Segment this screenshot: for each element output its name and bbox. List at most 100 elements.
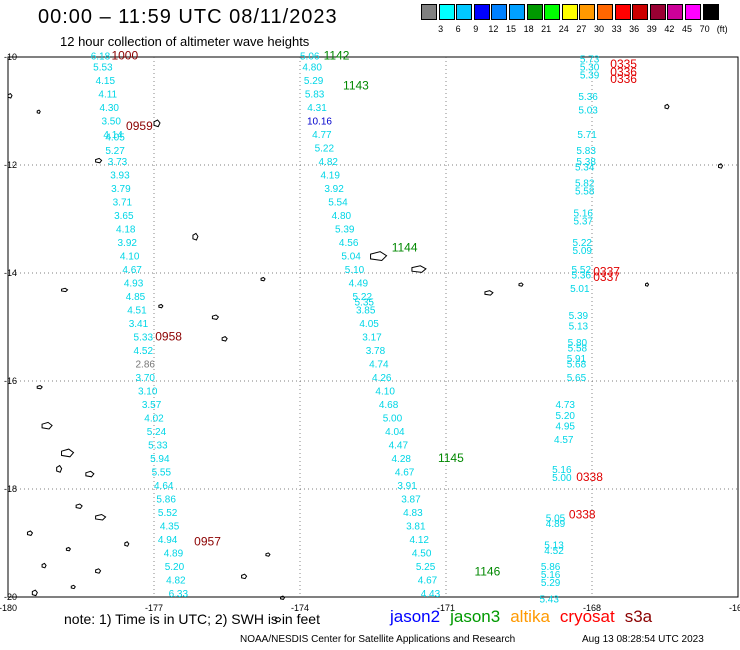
wave-height-label: 5.13 xyxy=(544,540,564,551)
wave-height-label: 4.47 xyxy=(389,441,409,452)
wave-height-label: 4.49 xyxy=(349,279,369,290)
wave-height-label: 4.05 xyxy=(105,133,125,144)
satellite-legend: jason2 jason3 altika cryosat s3a xyxy=(390,607,662,627)
island-outline xyxy=(41,421,53,430)
legend-label: 12 xyxy=(488,24,499,34)
satellite-name: cryosat xyxy=(559,607,615,626)
wave-height-label: 5.83 xyxy=(576,146,596,157)
island-outline xyxy=(664,103,670,110)
island-outline xyxy=(280,595,286,600)
lon-tick-label: -168 xyxy=(583,603,601,613)
wave-height-label: 4.56 xyxy=(339,238,359,249)
wave-height-label: 5.54 xyxy=(328,198,348,209)
legend-swatch xyxy=(667,4,684,20)
wave-height-label: 4.35 xyxy=(160,522,180,533)
wave-height-label: 5.00 xyxy=(383,414,403,425)
legend-label: 9 xyxy=(473,24,479,34)
wave-height-label: 5.52 xyxy=(572,265,592,276)
wave-height-label: 3.85 xyxy=(356,306,376,317)
wave-height-label: 5.22 xyxy=(353,292,373,303)
wave-height-label: 4.15 xyxy=(96,76,116,87)
island-outline xyxy=(275,616,282,623)
wave-height-label: 5.10 xyxy=(345,265,365,276)
legend-swatch xyxy=(456,4,473,20)
lat-tick-label: -12 xyxy=(4,160,17,170)
lat-tick-label: -18 xyxy=(4,484,17,494)
legend-swatch xyxy=(544,4,561,20)
satellite-name: jason3 xyxy=(450,607,501,626)
wave-height-label: 5.33 xyxy=(148,441,168,452)
island-outline xyxy=(192,232,199,241)
island-outline xyxy=(211,314,220,320)
island-outline xyxy=(36,384,43,390)
island-outline xyxy=(158,303,164,309)
wave-height-label: 5.30 xyxy=(580,63,600,74)
wave-height-label: 5.58 xyxy=(568,343,588,354)
island-outline xyxy=(221,336,228,342)
legend-swatch xyxy=(702,4,719,20)
wave-height-label: 4.68 xyxy=(379,400,399,411)
wave-height-label: 5.39 xyxy=(335,225,355,236)
wave-height-label: 5.86 xyxy=(156,495,176,506)
wave-height-label: 4.18 xyxy=(116,225,136,236)
footer-credit: NOAA/NESDIS Center for Satellite Applica… xyxy=(240,634,516,645)
wave-height-label: 4.67 xyxy=(418,576,438,587)
island-outline xyxy=(153,119,161,128)
legend-label: 15 xyxy=(505,24,517,34)
wave-height-label: 4.82 xyxy=(166,576,186,587)
legend-swatch xyxy=(526,4,543,20)
wave-height-label: 4.83 xyxy=(403,508,423,519)
wave-height-label: 3.92 xyxy=(324,184,344,195)
wave-height-label: 5.22 xyxy=(315,144,335,155)
island-outline xyxy=(718,163,724,169)
wave-height-label: 5.73 xyxy=(580,54,600,65)
wave-height-label: 5.65 xyxy=(567,373,587,384)
wave-height-label: 4.73 xyxy=(555,400,575,411)
wave-height-label: 5.01 xyxy=(570,284,590,295)
wave-height-label: 3.93 xyxy=(110,171,130,182)
island-outline xyxy=(124,541,130,547)
wave-height-label: 4.12 xyxy=(409,535,429,546)
pass-time-label: 0958 xyxy=(155,330,182,344)
wave-height-label: 5.16 xyxy=(541,570,561,581)
wave-height-label: 5.16 xyxy=(552,465,572,476)
wave-height-label: 5.16 xyxy=(574,208,594,219)
island-outline xyxy=(95,568,102,574)
wave-height-label: 4.94 xyxy=(158,535,178,546)
legend-label: 33 xyxy=(611,24,622,34)
pass-time-label: 1142 xyxy=(324,49,350,63)
wave-height-label: 5.80 xyxy=(568,338,588,349)
pass-time-label: 1146 xyxy=(474,564,500,578)
footer-timestamp: Aug 13 08:28:54 UTC 2023 xyxy=(582,634,704,645)
wave-height-label: 5.20 xyxy=(555,411,575,422)
wave-height-label: 3.41 xyxy=(129,319,149,330)
legend-label: 45 xyxy=(681,24,693,34)
legend-label: 18 xyxy=(523,24,534,34)
wave-height-label: 5.91 xyxy=(567,354,587,365)
island-outline xyxy=(518,282,524,287)
island-outline xyxy=(7,92,13,99)
legend-swatch xyxy=(579,4,596,20)
wave-height-label: 10.16 xyxy=(307,117,332,128)
map-subtitle: 12 hour collection of altimeter wave hei… xyxy=(60,34,310,49)
island-outline xyxy=(61,448,75,458)
wave-height-label: 6.18 xyxy=(91,52,111,63)
lon-tick-label: -174 xyxy=(291,603,309,613)
map-frame xyxy=(7,56,739,598)
wave-height-label: 4.89 xyxy=(546,519,566,530)
wave-height-label: 5.36 xyxy=(572,270,592,281)
legend-swatch xyxy=(421,4,437,20)
legend-label: 70 xyxy=(699,24,710,34)
wave-height-label: 5.68 xyxy=(567,360,587,371)
wave-height-label: 5.58 xyxy=(575,187,595,198)
wave-height-label: 5.55 xyxy=(152,468,172,479)
wave-height-label: 4.02 xyxy=(144,414,164,425)
wave-height-label: 5.20 xyxy=(165,562,185,573)
wave-height-label: 5.29 xyxy=(541,578,561,589)
lat-tick-label: -20 xyxy=(4,592,17,602)
wave-height-label: 4.67 xyxy=(395,468,415,479)
legend-swatch xyxy=(491,4,508,20)
wave-height-label: 5.39 xyxy=(569,311,589,322)
island-outline xyxy=(65,546,72,552)
wave-height-label: 5.39 xyxy=(580,71,600,82)
